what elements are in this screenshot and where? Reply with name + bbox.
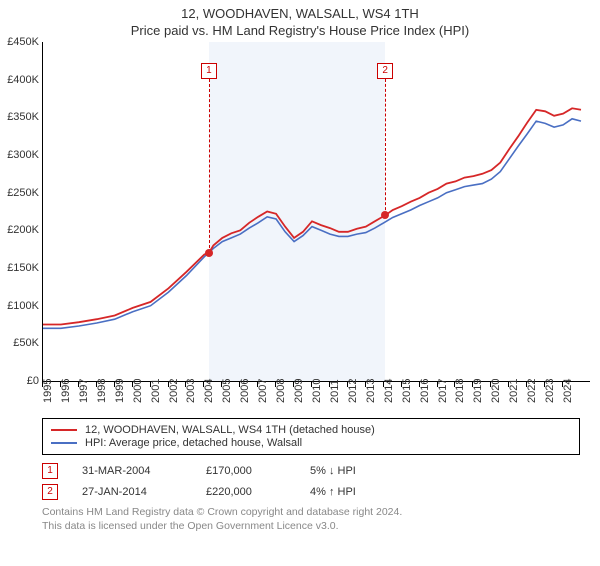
sale-badge: 1 — [42, 463, 58, 479]
legend-swatch — [51, 442, 77, 444]
legend-swatch — [51, 429, 77, 431]
y-tick-label: £200K — [1, 224, 39, 236]
legend-label: 12, WOODHAVEN, WALSALL, WS4 1TH (detache… — [85, 424, 375, 436]
legend: 12, WOODHAVEN, WALSALL, WS4 1TH (detache… — [42, 418, 580, 455]
y-tick-label: £450K — [1, 36, 39, 48]
y-tick-label: £250K — [1, 187, 39, 199]
series-line — [43, 108, 581, 324]
sale-price: £220,000 — [206, 486, 286, 498]
sale-row: 2 27-JAN-2014 £220,000 4% ↑ HPI — [42, 484, 600, 500]
callout-line — [209, 79, 210, 253]
page-subtitle: Price paid vs. HM Land Registry's House … — [0, 23, 600, 38]
chart-lines — [43, 42, 590, 381]
sales-table: 1 31-MAR-2004 £170,000 5% ↓ HPI 2 27-JAN-2014… — [42, 463, 600, 500]
sale-marker — [205, 249, 213, 257]
legend-label: HPI: Average price, detached house, Wals… — [85, 437, 302, 449]
legend-item: 12, WOODHAVEN, WALSALL, WS4 1TH (detache… — [51, 424, 571, 436]
legend-item: HPI: Average price, detached house, Wals… — [51, 437, 571, 449]
series-line — [43, 119, 581, 328]
y-tick-label: £150K — [1, 262, 39, 274]
footnote-line: This data is licensed under the Open Gov… — [42, 520, 600, 534]
sale-date: 31-MAR-2004 — [82, 465, 182, 477]
plot-area: £0£50K£100K£150K£200K£250K£300K£350K£400… — [42, 42, 590, 382]
y-tick-label: £0 — [1, 375, 39, 387]
y-tick-label: £50K — [1, 337, 39, 349]
callout-line — [385, 79, 386, 215]
footnote-line: Contains HM Land Registry data © Crown c… — [42, 506, 600, 520]
sale-badge: 2 — [42, 484, 58, 500]
sale-date: 27-JAN-2014 — [82, 486, 182, 498]
callout-badge: 1 — [201, 63, 217, 79]
y-tick-label: £400K — [1, 74, 39, 86]
sale-price: £170,000 — [206, 465, 286, 477]
sale-hpi-delta: 4% ↑ HPI — [310, 486, 356, 498]
callout-badge: 2 — [377, 63, 393, 79]
footnote: Contains HM Land Registry data © Crown c… — [42, 506, 600, 533]
x-axis: 1995199619971998199920002001200220032004… — [42, 382, 590, 412]
sale-row: 1 31-MAR-2004 £170,000 5% ↓ HPI — [42, 463, 600, 479]
page-title: 12, WOODHAVEN, WALSALL, WS4 1TH — [0, 6, 600, 21]
y-tick-label: £300K — [1, 149, 39, 161]
y-tick-label: £350K — [1, 111, 39, 123]
sale-hpi-delta: 5% ↓ HPI — [310, 465, 356, 477]
x-tick-label: 2024 — [562, 379, 585, 403]
sale-marker — [381, 211, 389, 219]
y-tick-label: £100K — [1, 300, 39, 312]
chart: £0£50K£100K£150K£200K£250K£300K£350K£400… — [42, 42, 590, 412]
